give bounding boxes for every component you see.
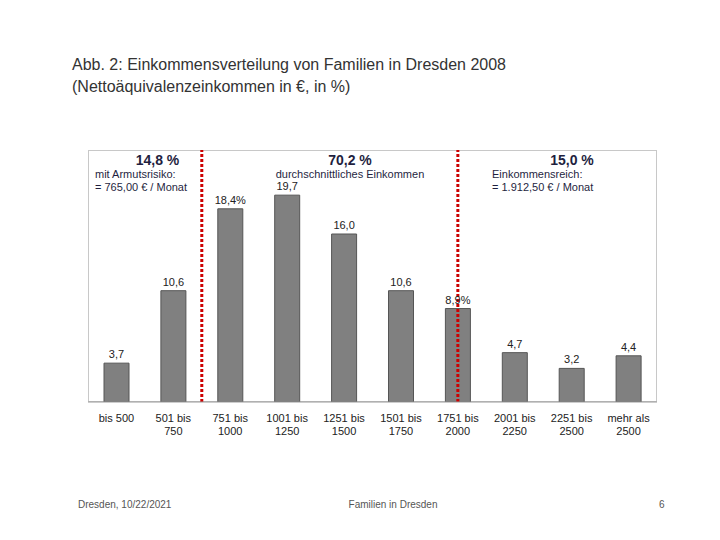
svg-text:10,6: 10,6 xyxy=(390,276,411,288)
html-text:Dresden, 10/22/2021: Dresden, 10/22/2021 xyxy=(78,499,172,510)
html-text:70,2 %: 70,2 % xyxy=(328,152,372,168)
svg-text:19,7: 19,7 xyxy=(276,180,297,192)
svg-text:4,4: 4,4 xyxy=(621,341,636,353)
html-text:Einkommensreich:: Einkommensreich: xyxy=(492,168,583,180)
html-text:= 765,00 € / Monat: = 765,00 € / Monat xyxy=(95,181,187,193)
html-text:durchschnittliches Einkommen: durchschnittliches Einkommen xyxy=(275,168,425,180)
html-text:= 1.912,50 € / Monat: = 1.912,50 € / Monat xyxy=(492,181,594,193)
html-text:6: 6 xyxy=(659,499,665,510)
html-text:Familien in Dresden: Familien in Dresden xyxy=(348,499,438,510)
html-text:Abb. 2: Einkommensverteilung v: Abb. 2: Einkommensverteilung von Familie… xyxy=(72,56,506,73)
svg-text:501 bis750: 501 bis750 xyxy=(156,412,192,437)
svg-text:10,6: 10,6 xyxy=(163,276,184,288)
svg-text:mehr als2500: mehr als2500 xyxy=(607,412,650,437)
svg-text:1501 bis1750: 1501 bis1750 xyxy=(380,412,422,437)
svg-text:16,0: 16,0 xyxy=(333,219,354,231)
svg-text:2001 bis2250: 2001 bis2250 xyxy=(494,412,536,437)
svg-text:751 bis1000: 751 bis1000 xyxy=(213,412,249,437)
html-text:15,0 %: 15,0 % xyxy=(550,152,594,168)
svg-text:1251 bis1500: 1251 bis1500 xyxy=(323,412,365,437)
html-text:(Nettoäquivalenzeinkommen in €: (Nettoäquivalenzeinkommen in €, in %) xyxy=(72,78,351,95)
svg-text:3,7: 3,7 xyxy=(109,348,124,360)
svg-text:4,7: 4,7 xyxy=(507,338,522,350)
html-text:mit Armutsrisiko:: mit Armutsrisiko: xyxy=(95,168,176,180)
svg-text:bis 500: bis 500 xyxy=(99,412,134,424)
svg-text:8,9%: 8,9% xyxy=(445,294,470,306)
svg-text:2251 bis2500: 2251 bis2500 xyxy=(551,412,593,437)
html-text:14,8 %: 14,8 % xyxy=(135,152,180,168)
svg-text:3,2: 3,2 xyxy=(564,353,579,365)
svg-text:18,4%: 18,4% xyxy=(215,194,246,206)
svg-text:1001 bis1250: 1001 bis1250 xyxy=(266,412,308,437)
svg-text:1751 bis2000: 1751 bis2000 xyxy=(437,412,479,437)
